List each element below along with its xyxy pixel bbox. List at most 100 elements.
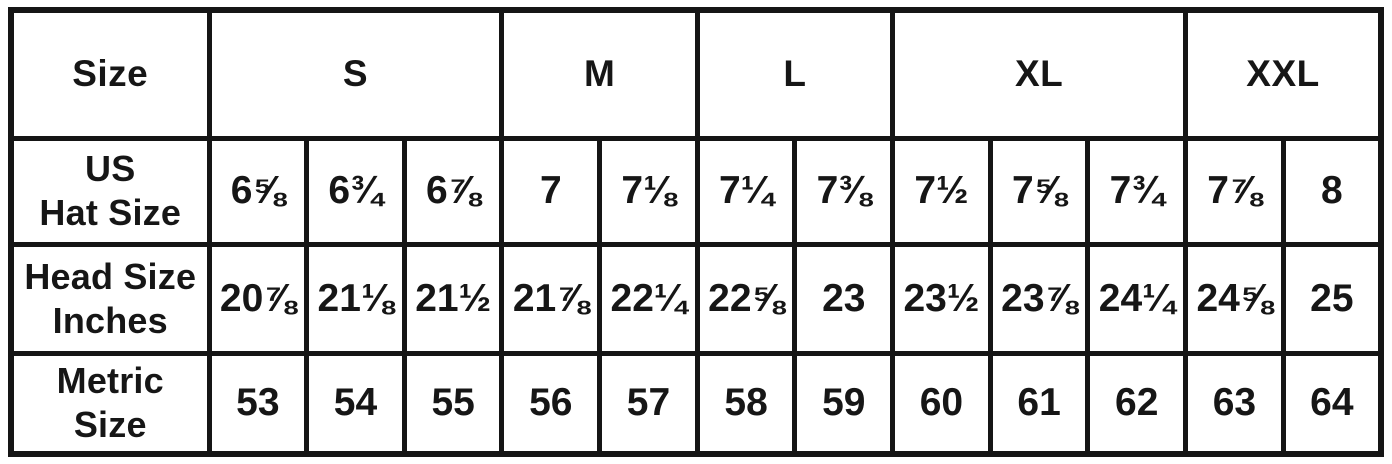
cell-us-hat-size: 7¼ [694, 135, 798, 247]
cell-head-size-inches: 23 [792, 241, 896, 356]
cell-metric-size: 62 [1085, 350, 1189, 457]
cell-value: 58 [724, 381, 768, 425]
cell-head-size-inches: 25 [1280, 241, 1384, 356]
cell-head-size-inches: 23½ [890, 241, 993, 356]
cell-metric-size: 54 [304, 350, 407, 457]
cell-value: 54 [333, 381, 378, 425]
size-group-l-label: L [783, 53, 807, 95]
cell-head-size-inches: 23⅞ [987, 241, 1091, 356]
size-group-m-label: M [583, 53, 616, 95]
row-header-line: Hat Size [39, 192, 182, 233]
cell-value: 23 [822, 276, 866, 320]
cell-value: 7 [539, 169, 562, 212]
cell-value: 21⅛ [317, 276, 394, 320]
cell-us-hat-size: 6⅝ [206, 135, 310, 247]
cell-value: 64 [1310, 381, 1354, 425]
cell-head-size-inches: 22⅝ [694, 241, 798, 356]
cell-value: 21⅞ [512, 276, 589, 320]
cell-head-size-inches: 22¼ [597, 241, 700, 356]
cell-metric-size: 61 [987, 350, 1091, 457]
cell-value: 7¼ [719, 169, 774, 212]
cell-metric-size: 57 [597, 350, 700, 457]
row-header-us-hat-size-label: US Hat Size [14, 147, 207, 235]
cell-us-hat-size: 8 [1280, 135, 1384, 247]
size-group-xxl-label: XXL [1246, 53, 1320, 95]
cell-metric-size: 55 [401, 350, 505, 457]
row-header-head-size-inches-label: Head Size Inches [14, 255, 207, 343]
cell-value: 60 [919, 381, 964, 425]
cell-us-hat-size: 6⅞ [401, 135, 505, 247]
cell-value: 61 [1017, 381, 1061, 425]
cell-head-size-inches: 21⅞ [499, 241, 603, 356]
cell-metric-size: 60 [890, 350, 993, 457]
size-group-s: S [206, 7, 505, 141]
cell-metric-size: 63 [1183, 350, 1286, 457]
cell-value: 7⅜ [816, 169, 871, 212]
cell-value: 22¼ [610, 276, 687, 320]
cell-head-size-inches: 21½ [401, 241, 505, 356]
corner-header-size: Size [8, 7, 212, 141]
hat-size-chart-table: Size S M L XL XXL US Hat Size [8, 7, 1384, 457]
cell-value: 21½ [415, 276, 492, 320]
cell-head-size-inches: 21⅛ [304, 241, 407, 356]
row-header-metric-size: Metric Size [8, 350, 212, 457]
cell-head-size-inches: 20⅞ [206, 241, 310, 356]
cell-value: 8 [1321, 169, 1343, 212]
head-size-inches-row: Head Size Inches 20⅞ 21⅛ 21½ 21⅞ 22¼ 22⅝… [8, 241, 1384, 356]
cell-us-hat-size: 7⅝ [987, 135, 1091, 247]
cell-value: 23⅞ [1001, 276, 1078, 320]
cell-value: 23½ [903, 276, 980, 320]
cell-head-size-inches: 24⅝ [1183, 241, 1286, 356]
row-header-metric-size-label: Metric Size [14, 359, 207, 447]
cell-value: 20⅞ [219, 276, 296, 320]
size-group-l: L [694, 7, 896, 141]
cell-us-hat-size: 7½ [890, 135, 993, 247]
size-group-s-label: S [342, 53, 369, 95]
row-header-us-hat-size: US Hat Size [8, 135, 212, 247]
cell-value: 6¾ [328, 169, 383, 212]
cell-value: 7⅞ [1207, 169, 1262, 212]
cell-metric-size: 58 [694, 350, 798, 457]
size-group-xl-label: XL [1014, 53, 1064, 95]
cell-us-hat-size: 7 [499, 135, 603, 247]
us-hat-size-row: US Hat Size 6⅝ 6¾ 6⅞ 7 7⅛ 7¼ 7⅜ 7½ 7⅝ 7¾… [8, 135, 1384, 247]
row-header-line: Size [73, 404, 147, 446]
corner-header-label: Size [72, 53, 149, 95]
row-header-head-size-inches: Head Size Inches [8, 241, 212, 356]
cell-metric-size: 59 [792, 350, 896, 457]
cell-value: 7½ [914, 169, 969, 212]
size-group-xl: XL [890, 7, 1189, 141]
cell-value: 6⅝ [230, 169, 285, 212]
cell-value: 7⅝ [1011, 169, 1067, 212]
row-header-line: Inches [52, 299, 168, 341]
cell-value: 7⅛ [621, 169, 676, 212]
cell-head-size-inches: 24¼ [1085, 241, 1189, 356]
row-header-line: Head Size [24, 255, 197, 297]
size-group-m: M [499, 7, 700, 141]
size-group-xxl: XXL [1183, 7, 1384, 141]
cell-metric-size: 56 [499, 350, 603, 457]
metric-size-row: Metric Size 53 54 55 56 57 58 59 60 61 6… [8, 350, 1384, 457]
cell-value: 63 [1212, 381, 1257, 425]
cell-value: 25 [1310, 276, 1354, 320]
cell-value: 53 [236, 381, 280, 425]
cell-us-hat-size: 6¾ [304, 135, 407, 247]
cell-value: 56 [529, 381, 573, 425]
row-header-line: US [85, 148, 136, 190]
cell-us-hat-size: 7⅞ [1183, 135, 1286, 247]
cell-metric-size: 64 [1280, 350, 1384, 457]
cell-us-hat-size: 7⅛ [597, 135, 700, 247]
cell-value: 7¾ [1109, 169, 1164, 212]
cell-value: 57 [626, 381, 671, 425]
cell-value: 55 [431, 381, 475, 425]
cell-value: 59 [822, 381, 866, 425]
row-header-line: Metric [56, 360, 164, 402]
size-group-header-row: Size S M L XL XXL [8, 7, 1384, 141]
cell-us-hat-size: 7¾ [1085, 135, 1189, 247]
cell-value: 24⅝ [1196, 276, 1273, 320]
cell-metric-size: 53 [206, 350, 310, 457]
cell-us-hat-size: 7⅜ [792, 135, 896, 247]
cell-value: 6⅞ [426, 169, 481, 212]
cell-value: 24¼ [1098, 276, 1175, 320]
